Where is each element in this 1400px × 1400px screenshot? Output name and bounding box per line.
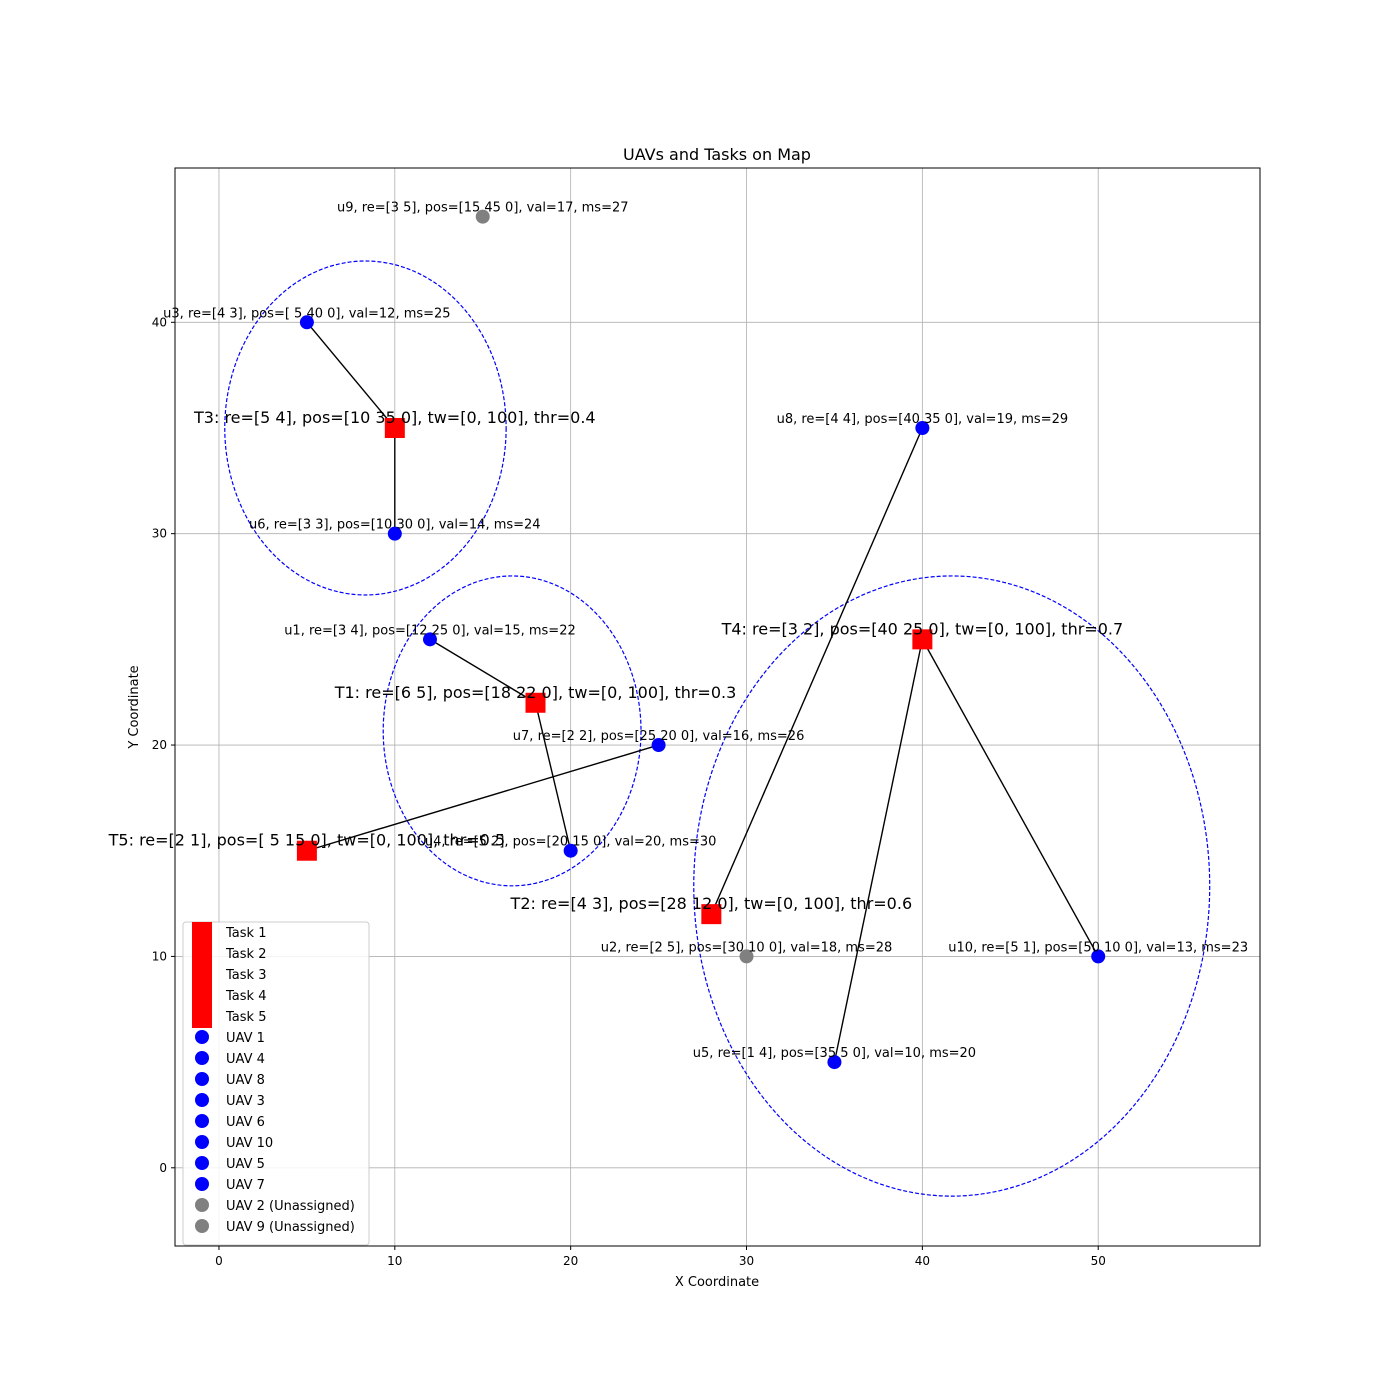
- coalition-ellipse-t3: [224, 260, 507, 596]
- legend-entry-label: UAV 9 (Unassigned): [226, 1220, 355, 1235]
- uav-label-u4: u4, re=[5 2], pos=[20 15 0], val=20, ms=…: [425, 835, 717, 850]
- legend-entry-label: UAV 7: [226, 1178, 265, 1193]
- task-label-t4: T4: re=[3 2], pos=[40 25 0], tw=[0, 100]…: [721, 619, 1124, 638]
- clipped-marks: [224, 209, 1211, 1197]
- y-tick-label: 10: [152, 949, 167, 963]
- y-axis-label: Y Coordinate: [127, 665, 142, 749]
- task-marker-t5: [296, 840, 317, 861]
- y-tick-label: 0: [159, 1161, 167, 1175]
- task-label-t2: T2: re=[4 3], pos=[28 12 0], tw=[0, 100]…: [510, 894, 913, 913]
- legend-task-swatch: [192, 985, 212, 1007]
- y-tick-label: 30: [152, 527, 167, 541]
- coalition-ellipse-t1: [382, 575, 642, 887]
- plot-frame: [174, 167, 1261, 1247]
- route-u8-to-t2: [710, 427, 924, 915]
- route-u1-to-t1: [429, 638, 537, 704]
- legend-uav-swatch: [195, 1114, 209, 1128]
- legend-task-swatch: [192, 1006, 212, 1028]
- uav-label-u9: u9, re=[3 5], pos=[15 45 0], val=17, ms=…: [337, 201, 629, 216]
- legend-entry-label: UAV 10: [226, 1136, 273, 1151]
- legend-uav-swatch: [195, 1219, 209, 1233]
- route-u5-to-t4: [833, 638, 925, 1063]
- legend-entry-label: Task 1: [225, 926, 266, 941]
- uav-label-u8: u8, re=[4 4], pos=[40 35 0], val=19, ms=…: [777, 412, 1069, 427]
- task-marker-t4: [912, 629, 933, 650]
- legend-entry-label: UAV 6: [226, 1115, 265, 1130]
- legend-entry-label: UAV 1: [226, 1031, 265, 1046]
- legend-uav-swatch: [195, 1072, 209, 1086]
- legend-uav-swatch: [195, 1177, 209, 1191]
- uav-label-u6: u6, re=[3 3], pos=[10 30 0], val=14, ms=…: [249, 518, 541, 533]
- task-label-t5: T5: re=[2 1], pos=[ 5 15 0], tw=[0, 100]…: [108, 831, 505, 850]
- legend-entry-label: UAV 2 (Unassigned): [226, 1199, 355, 1214]
- route-u10-to-t4: [921, 638, 1099, 957]
- legend-task-swatch: [192, 964, 212, 986]
- plot-area: 0 10 20 30 40 50 0 10 20 30 40 u1, re=[3 4], pos=[1…: [108, 167, 1261, 1268]
- task-marker-t1: [525, 692, 546, 713]
- coalition-ellipse-t4: [693, 575, 1211, 1197]
- legend-entry-label: Task 4: [225, 989, 266, 1004]
- uav-marker-u1: [422, 632, 437, 647]
- legend-uav-swatch: [195, 1198, 209, 1212]
- legend-uav-swatch: [195, 1051, 209, 1065]
- legend-entry-label: UAV 5: [226, 1157, 265, 1172]
- task-marker-t3: [384, 417, 405, 438]
- x-axis-label: X Coordinate: [675, 1275, 759, 1290]
- y-tick-label: 20: [152, 738, 167, 752]
- legend-uav-swatch: [195, 1093, 209, 1107]
- legend-uav-swatch: [195, 1156, 209, 1170]
- legend-entry-label: Task 2: [225, 947, 266, 962]
- chart-title: UAVs and Tasks on Map: [623, 145, 811, 164]
- y-tick-label: 40: [152, 315, 167, 329]
- legend-uav-swatch: [195, 1135, 209, 1149]
- x-tick-label: 50: [1091, 1254, 1106, 1268]
- route-u7-to-t5: [306, 744, 659, 853]
- uav-marker-u7: [651, 738, 666, 753]
- legend-uav-swatch: [195, 1030, 209, 1044]
- x-tick-label: 10: [387, 1254, 402, 1268]
- task-label-t3: T3: re=[5 4], pos=[10 35 0], tw=[0, 100]…: [193, 408, 596, 427]
- route-u3-to-t3: [306, 321, 396, 429]
- uav-label-u1: u1, re=[3 4], pos=[12 25 0], val=15, ms=…: [284, 623, 576, 638]
- task-label-t1: T1: re=[6 5], pos=[18 22 0], tw=[0, 100]…: [334, 683, 737, 702]
- uav-label-u7: u7, re=[2 2], pos=[25 20 0], val=16, ms=…: [513, 729, 805, 744]
- legend-box: [182, 921, 370, 1246]
- uav-label-u10: u10, re=[5 1], pos=[50 10 0], val=13, ms…: [948, 940, 1248, 955]
- uav-marker-u3: [299, 315, 314, 330]
- task-marker-t2: [701, 904, 722, 925]
- uav-marker-u5: [827, 1055, 842, 1070]
- x-tick-label: 20: [563, 1254, 578, 1268]
- legend: Task 1 Task 2 Task 3 Task 4 Task 5 UAV 1 UAV 4…: [182, 921, 370, 1246]
- uav-marker-u10: [1091, 949, 1106, 964]
- legend-entry-label: Task 5: [225, 1010, 266, 1025]
- legend-entry-label: UAV 8: [226, 1073, 265, 1088]
- uav-label-u5: u5, re=[1 4], pos=[35 5 0], val=10, ms=2…: [693, 1046, 976, 1061]
- legend-task-swatch: [192, 922, 212, 944]
- uav-marker-u4: [563, 843, 578, 858]
- legend-entry-label: UAV 3: [226, 1094, 265, 1109]
- uav-label-u3: u3, re=[4 3], pos=[ 5 40 0], val=12, ms=…: [163, 306, 450, 321]
- x-tick-label: 0: [215, 1254, 223, 1268]
- uav-label-u2: u2, re=[2 5], pos=[30 10 0], val=18, ms=…: [601, 940, 893, 955]
- uav-marker-u6: [387, 526, 402, 541]
- uav-marker-u2: [739, 949, 754, 964]
- legend-task-swatch: [192, 943, 212, 965]
- uav-marker-u8: [915, 420, 930, 435]
- legend-entry-label: Task 3: [225, 968, 266, 983]
- x-tick-label: 40: [915, 1254, 930, 1268]
- uav-marker-u9: [475, 209, 490, 224]
- x-tick-label: 30: [739, 1254, 754, 1268]
- legend-entry-label: UAV 4: [226, 1052, 265, 1067]
